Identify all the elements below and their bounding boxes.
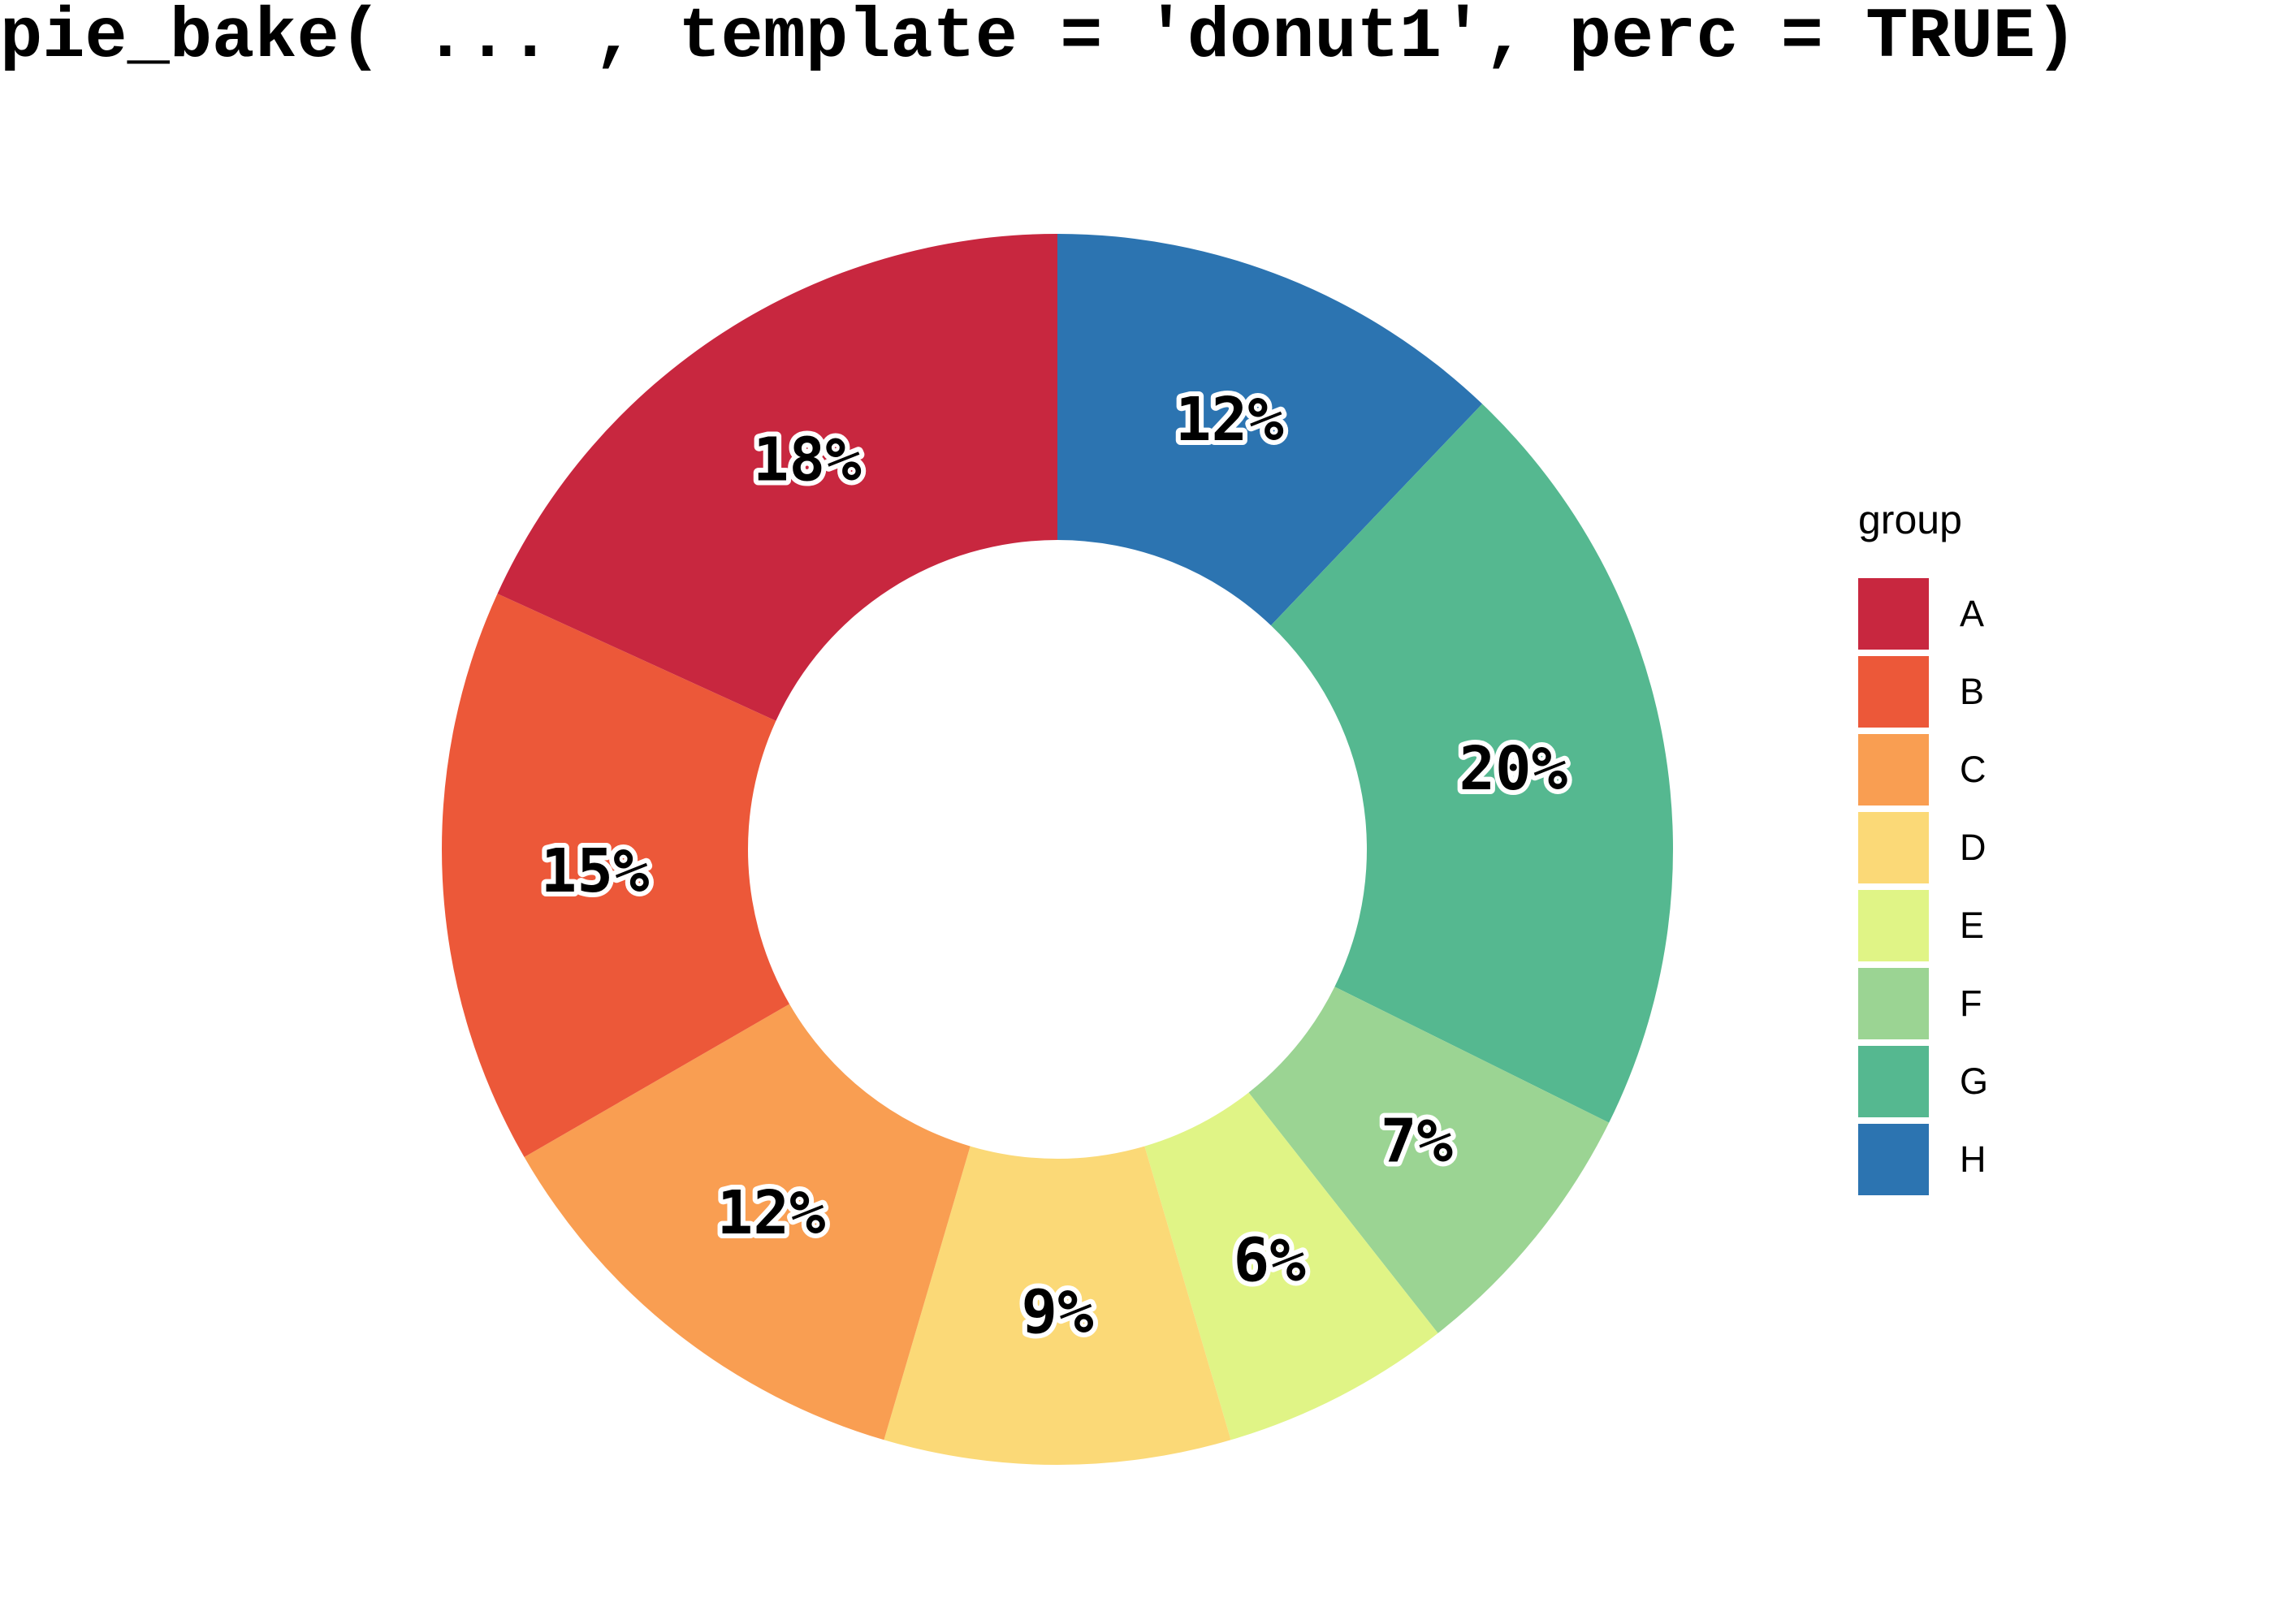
legend-item-F: F xyxy=(1858,968,1988,1039)
legend-label-E: E xyxy=(1960,905,1985,946)
donut-slice-A xyxy=(497,233,1057,721)
legend-label-G: G xyxy=(1960,1060,1989,1102)
donut-slice-B xyxy=(442,594,790,1157)
legend-item-E: E xyxy=(1858,890,1988,961)
legend-swatch-H xyxy=(1858,1124,1929,1195)
chart-title: pie_bake( ... , template = 'donut1', per… xyxy=(0,0,2078,78)
donut-slice-H xyxy=(1057,234,1483,626)
legend-swatch-A xyxy=(1858,578,1929,650)
legend-item-C: C xyxy=(1858,734,1988,806)
legend-swatch-E xyxy=(1858,890,1929,961)
slice-label-E: 6% xyxy=(1234,1226,1307,1296)
slice-label-B: 15% xyxy=(541,836,650,906)
donut-slice-G xyxy=(1270,404,1673,1123)
legend-swatch-B xyxy=(1858,656,1929,728)
donut-slice-F xyxy=(1248,987,1610,1333)
legend-item-G: G xyxy=(1858,1046,1988,1117)
legend-item-A: A xyxy=(1858,578,1988,650)
legend-item-D: D xyxy=(1858,812,1988,883)
slice-label-H: 12% xyxy=(1175,385,1284,455)
donut-slice-C xyxy=(524,1004,971,1440)
legend-item-B: B xyxy=(1858,656,1988,728)
slice-label-D: 9% xyxy=(1021,1277,1094,1347)
legend-label-F: F xyxy=(1960,983,1982,1024)
slice-label-F: 7% xyxy=(1381,1106,1454,1176)
legend-label-A: A xyxy=(1960,593,1985,634)
slice-label-A: 18% xyxy=(753,425,862,495)
legend-swatch-D xyxy=(1858,812,1929,883)
legend-swatch-F xyxy=(1858,968,1929,1039)
legend-label-D: D xyxy=(1960,827,1987,868)
slice-label-G: 20% xyxy=(1459,734,1567,804)
legend-label-B: B xyxy=(1960,671,1985,712)
legend-label-H: H xyxy=(1960,1138,1987,1180)
legend-title: group xyxy=(1858,497,1962,542)
legend-item-H: H xyxy=(1858,1124,1988,1195)
legend-label-C: C xyxy=(1960,749,1987,790)
donut-slice-E xyxy=(1144,1092,1438,1440)
legend-swatch-C xyxy=(1858,734,1929,806)
slice-label-C: 12% xyxy=(717,1178,826,1248)
donut-slice-D xyxy=(884,1146,1231,1466)
legend-swatch-G xyxy=(1858,1046,1929,1117)
